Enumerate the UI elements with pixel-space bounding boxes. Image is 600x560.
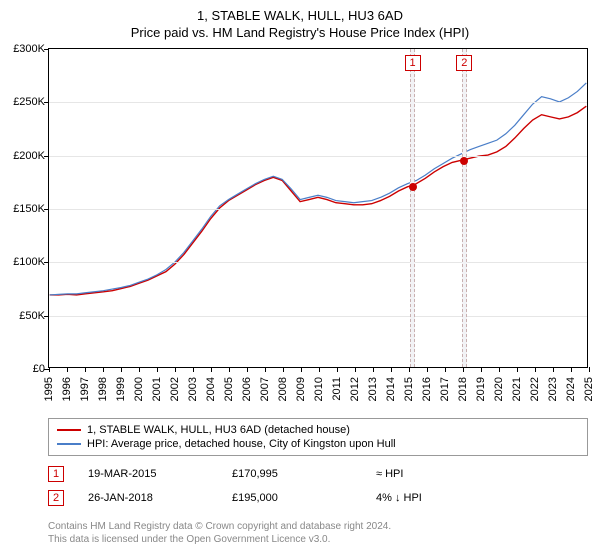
x-axis-label: 2020	[493, 377, 505, 401]
sale-marker-band	[410, 49, 415, 367]
footer-line: Contains HM Land Registry data © Crown c…	[48, 520, 588, 533]
x-axis-label: 2017	[439, 377, 451, 401]
x-axis-label: 1999	[115, 377, 127, 401]
sale-marker-badge: 2	[456, 55, 472, 71]
x-axis-label: 2006	[241, 377, 253, 401]
x-axis-label: 2024	[565, 377, 577, 401]
chart-lines	[49, 49, 587, 367]
sale-marker-band	[462, 49, 467, 367]
x-axis-label: 2003	[187, 377, 199, 401]
x-axis-label: 2022	[529, 377, 541, 401]
x-axis-label: 2012	[349, 377, 361, 401]
x-axis-label: 1995	[43, 377, 55, 401]
x-axis-label: 2010	[313, 377, 325, 401]
y-axis-label: £0	[1, 363, 45, 375]
x-axis-label: 2023	[547, 377, 559, 401]
x-axis-label: 2001	[151, 377, 163, 401]
title-address: 1, STABLE WALK, HULL, HU3 6AD	[0, 8, 600, 23]
x-axis-label: 2002	[169, 377, 181, 401]
x-axis-label: 2004	[205, 377, 217, 401]
y-axis-label: £300K	[1, 43, 45, 55]
legend-swatch	[57, 429, 81, 431]
table-row: 1 19-MAR-2015 £170,995 ≈ HPI	[48, 462, 588, 486]
sale-marker-dot	[460, 157, 468, 165]
legend-label: HPI: Average price, detached house, City…	[87, 438, 396, 450]
x-axis-label: 2021	[511, 377, 523, 401]
sale-marker-dot	[409, 183, 417, 191]
y-axis-label: £100K	[1, 256, 45, 268]
series-line-price_paid	[50, 106, 587, 295]
x-axis-label: 1996	[61, 377, 73, 401]
legend-label: 1, STABLE WALK, HULL, HU3 6AD (detached …	[87, 424, 350, 436]
x-axis-label: 2008	[277, 377, 289, 401]
x-axis-label: 2014	[385, 377, 397, 401]
sale-marker-badge: 1	[405, 55, 421, 71]
x-axis-label: 2018	[457, 377, 469, 401]
y-axis-label: £150K	[1, 203, 45, 215]
table-row: 2 26-JAN-2018 £195,000 4% ↓ HPI	[48, 486, 588, 510]
x-axis-label: 2011	[331, 377, 343, 401]
title-subtitle: Price paid vs. HM Land Registry's House …	[0, 25, 600, 40]
chart-title-block: 1, STABLE WALK, HULL, HU3 6AD Price paid…	[0, 0, 600, 44]
marker-badge: 2	[48, 490, 64, 506]
y-axis-label: £50K	[1, 310, 45, 322]
sale-date: 19-MAR-2015	[88, 468, 208, 480]
sale-delta: ≈ HPI	[376, 468, 496, 480]
x-axis-label: 2009	[295, 377, 307, 401]
x-axis-label: 1997	[79, 377, 91, 401]
price-chart: £0£50K£100K£150K£200K£250K£300K199519961…	[48, 48, 588, 368]
legend: 1, STABLE WALK, HULL, HU3 6AD (detached …	[48, 418, 588, 456]
marker-badge: 1	[48, 466, 64, 482]
x-axis-label: 2025	[583, 377, 595, 401]
x-axis-label: 2016	[421, 377, 433, 401]
x-axis-label: 2007	[259, 377, 271, 401]
sale-price: £170,995	[232, 468, 352, 480]
x-axis-label: 2013	[367, 377, 379, 401]
x-axis-label: 2019	[475, 377, 487, 401]
sale-delta: 4% ↓ HPI	[376, 492, 496, 504]
x-axis-label: 2000	[133, 377, 145, 401]
footer-line: This data is licensed under the Open Gov…	[48, 533, 588, 546]
y-axis-label: £200K	[1, 150, 45, 162]
sale-price: £195,000	[232, 492, 352, 504]
legend-swatch	[57, 443, 81, 445]
y-axis-label: £250K	[1, 96, 45, 108]
sales-table: 1 19-MAR-2015 £170,995 ≈ HPI 2 26-JAN-20…	[48, 462, 588, 510]
footer-attribution: Contains HM Land Registry data © Crown c…	[48, 520, 588, 546]
x-axis-label: 1998	[97, 377, 109, 401]
legend-item: HPI: Average price, detached house, City…	[57, 437, 579, 451]
sale-date: 26-JAN-2018	[88, 492, 208, 504]
x-axis-label: 2015	[403, 377, 415, 401]
legend-item: 1, STABLE WALK, HULL, HU3 6AD (detached …	[57, 423, 579, 437]
x-axis-label: 2005	[223, 377, 235, 401]
